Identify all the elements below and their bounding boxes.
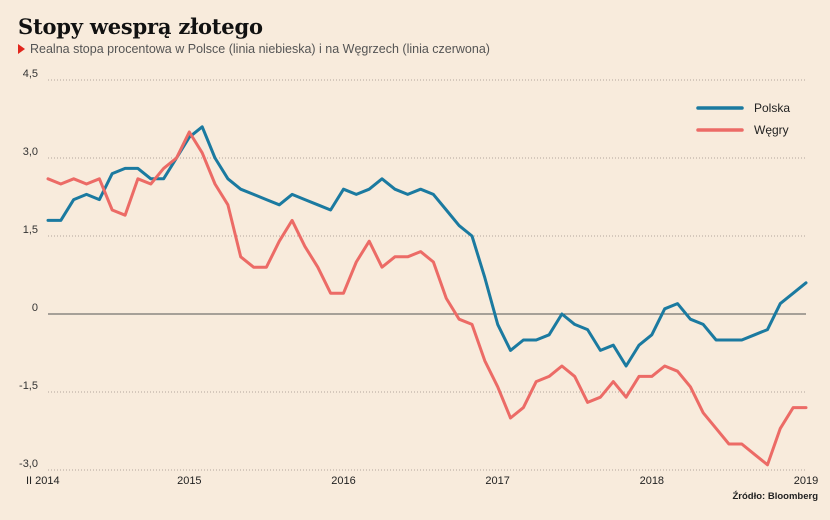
y-tick-label: -3,0 bbox=[19, 458, 38, 470]
gridlines bbox=[48, 79, 806, 471]
y-tick-label: 3,0 bbox=[23, 146, 38, 158]
series-lines bbox=[46, 125, 808, 467]
source-note: Źródło: Bloomberg bbox=[732, 491, 819, 502]
x-axis-ticks: II 2014 2015 2016 2017 2018 2019 bbox=[26, 475, 818, 487]
x-tick-label: 2019 bbox=[794, 475, 818, 487]
x-tick-label: II 2014 bbox=[26, 475, 60, 487]
legend-label: Węgry bbox=[754, 123, 789, 137]
subtitle-text: Realna stopa procentowa w Polsce (linia … bbox=[30, 42, 490, 56]
y-tick-label: 0 bbox=[32, 302, 38, 314]
series-line-wegry bbox=[46, 130, 808, 467]
x-tick-label: 2015 bbox=[177, 475, 201, 487]
y-axis-ticks: 4,5 3,0 1,5 0 -1,5 -3,0 bbox=[19, 68, 38, 470]
x-tick-label: 2018 bbox=[640, 475, 664, 487]
y-tick-label: 4,5 bbox=[23, 68, 38, 80]
series-line-polska bbox=[46, 125, 808, 368]
triangle-marker-icon bbox=[18, 44, 25, 54]
y-tick-label: 1,5 bbox=[23, 224, 38, 236]
legend: Polska Węgry bbox=[696, 101, 790, 137]
legend-label: Polska bbox=[754, 101, 790, 115]
x-tick-label: 2017 bbox=[485, 475, 509, 487]
chart-title: Stopy wesprą złotego bbox=[18, 14, 263, 39]
y-tick-label: -1,5 bbox=[19, 380, 38, 392]
x-tick-label: 2016 bbox=[331, 475, 355, 487]
chart-subtitle: Realna stopa procentowa w Polsce (linia … bbox=[18, 42, 490, 56]
